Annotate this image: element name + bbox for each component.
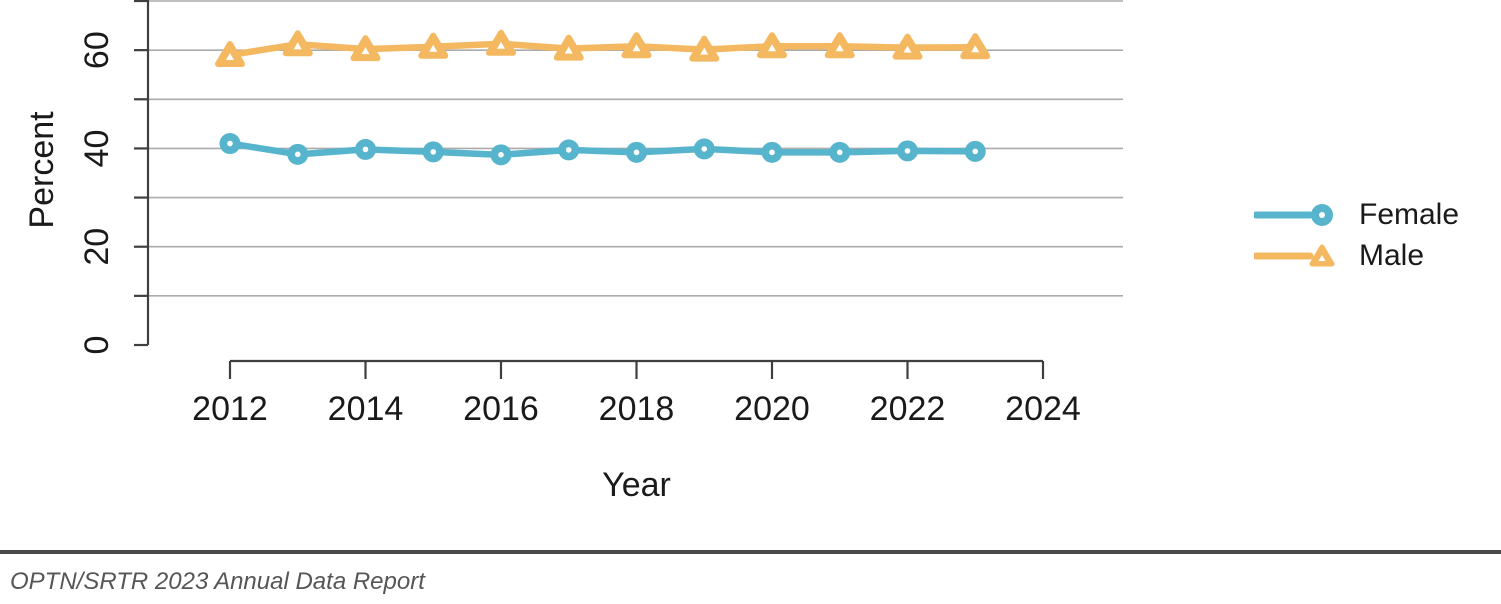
series-male <box>215 29 991 68</box>
female-point-hole-2023 <box>972 148 979 155</box>
legend: Female Male <box>1254 196 1459 274</box>
x-tick-label-2020: 2020 <box>734 390 810 428</box>
y-tick-label-40: 40 <box>78 130 116 168</box>
male-point-hole-2017 <box>564 46 573 54</box>
male-point-hole-2023 <box>971 45 980 53</box>
male-marker-hole <box>1318 254 1326 261</box>
female-point-hole-2013 <box>294 151 301 158</box>
female-point-hole-2019 <box>701 146 708 152</box>
female-point-hole-2015 <box>430 149 437 155</box>
female-line-circle-swatch <box>1254 203 1333 226</box>
female-point-hole-2017 <box>565 147 572 153</box>
male-point-hole-2018 <box>632 44 641 52</box>
male-point-hole-2016 <box>497 41 505 49</box>
male-point-hole-2022 <box>903 45 912 53</box>
y-tick-label-20: 20 <box>78 228 116 266</box>
female-point-hole-2016 <box>498 152 504 158</box>
y-tick-label-0: 0 <box>78 336 116 355</box>
legend-label-female: Female <box>1359 197 1460 231</box>
y-axis: 0 20 40 60 Percent <box>23 0 150 355</box>
footer-citation: OPTN/SRTR 2023 Annual Data Report <box>10 568 425 595</box>
x-axis-title: Year <box>602 466 671 504</box>
series-female <box>219 133 986 166</box>
x-tick-label-2014: 2014 <box>328 390 404 428</box>
male-line <box>226 40 979 59</box>
male-point-hole-2015 <box>429 44 438 52</box>
female-point-hole-2022 <box>904 148 911 154</box>
male-point-hole-2020 <box>768 44 776 52</box>
footer-divider <box>0 550 1501 554</box>
male-line-triangle-swatch <box>1254 244 1335 266</box>
male-point-hole-2014 <box>361 47 370 55</box>
female-point-hole-2018 <box>633 149 640 156</box>
x-tick-label-2012: 2012 <box>192 390 268 428</box>
male-point-hole-2012 <box>226 53 234 61</box>
y-tick-label-60: 60 <box>78 31 116 69</box>
female-point-hole-2020 <box>769 149 775 156</box>
male-point-hole-2019 <box>700 47 709 55</box>
legend-label-male: Male <box>1359 238 1425 272</box>
x-tick-label-2024: 2024 <box>1005 390 1081 428</box>
female-point-hole-2021 <box>836 149 843 156</box>
female-marker-hole <box>1319 211 1325 218</box>
legend-item-female: Female <box>1254 196 1459 233</box>
y-axis-title: Percent <box>23 111 61 229</box>
x-tick-label-2018: 2018 <box>599 390 675 428</box>
legend-item-male: Male <box>1254 237 1459 274</box>
female-line <box>226 140 979 159</box>
x-axis: 2012 2014 2016 2018 2020 2022 2024 Year <box>192 359 1081 504</box>
x-tick-label-2022: 2022 <box>870 390 946 428</box>
male-point-hole-2013 <box>293 42 302 50</box>
male-point-hole-2021 <box>835 44 844 52</box>
female-point-hole-2012 <box>227 140 233 147</box>
x-tick-label-2016: 2016 <box>463 390 539 428</box>
female-point-hole-2014 <box>362 146 369 153</box>
